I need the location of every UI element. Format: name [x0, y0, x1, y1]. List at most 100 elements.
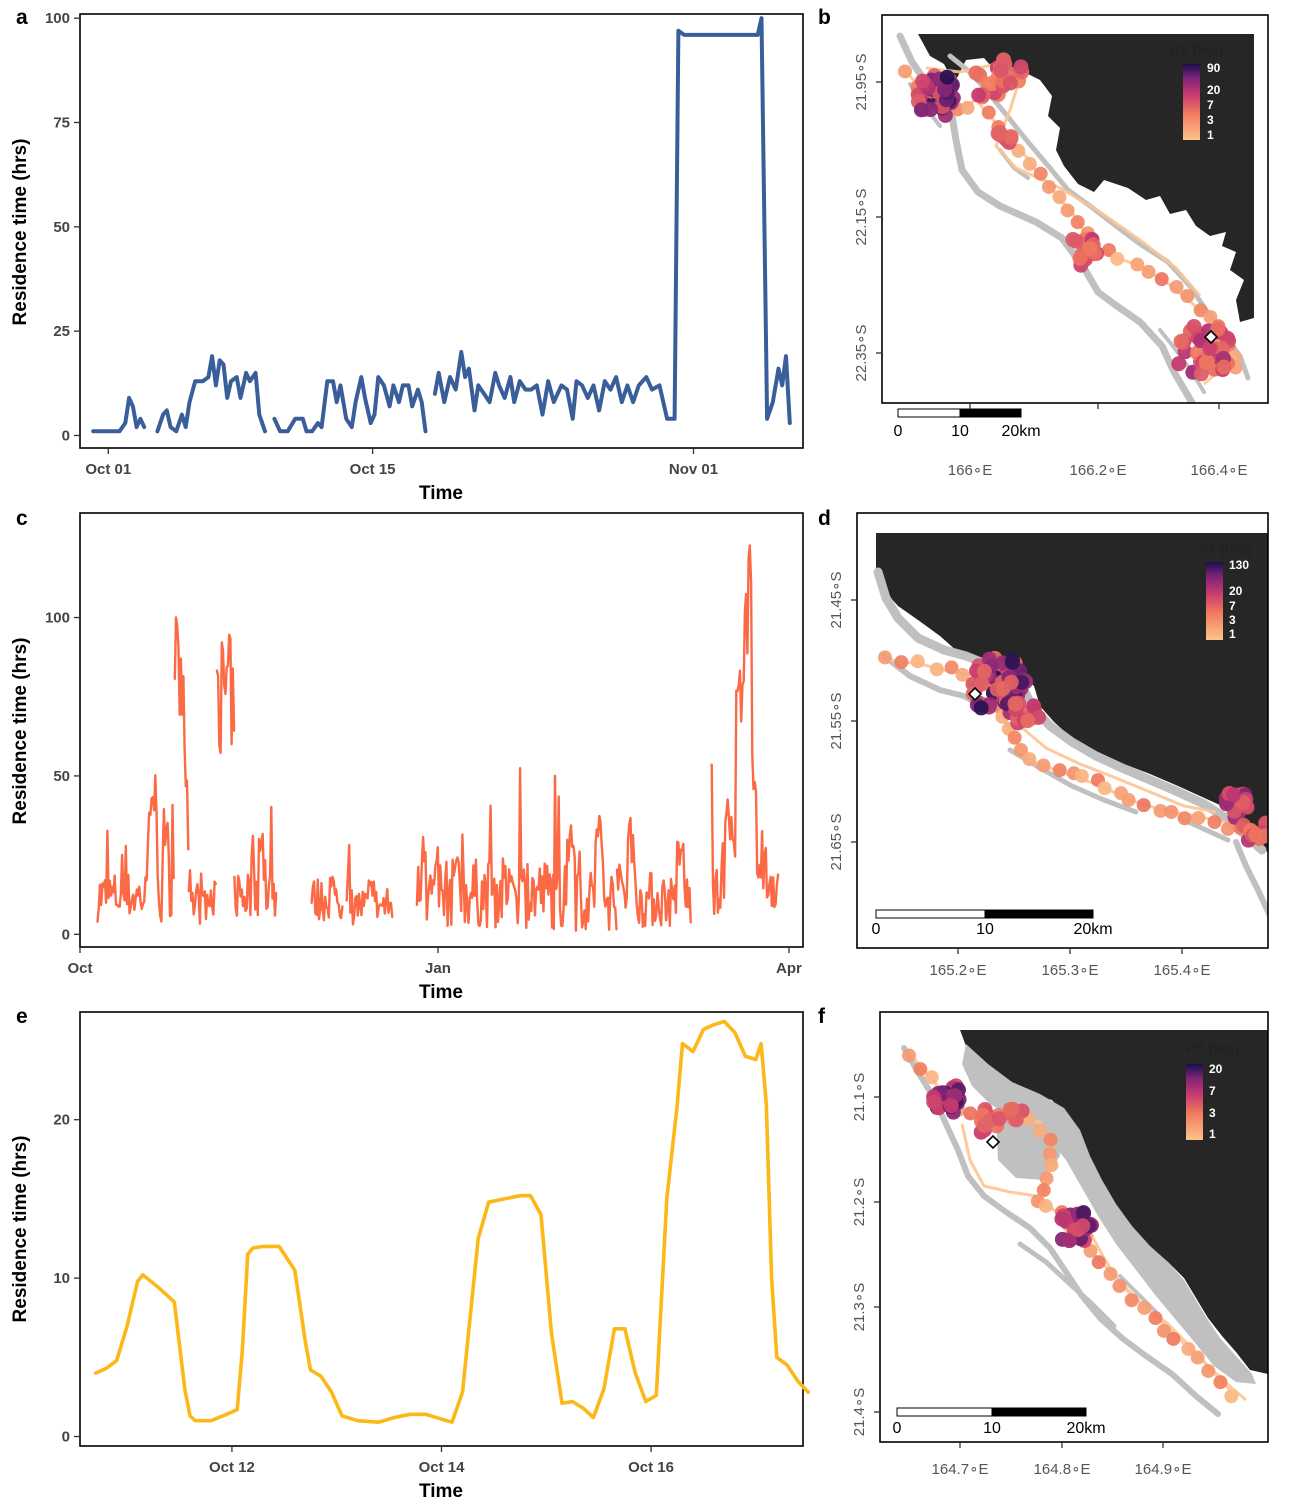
map-b-detection-dot — [1216, 359, 1232, 375]
map-b-detection-dot — [1070, 215, 1085, 230]
map-d-detection-dot — [1207, 815, 1222, 830]
map-d-lon-label: 165.3∘E — [1042, 962, 1099, 979]
map-f-lat-label: 21.4∘S — [851, 1388, 868, 1437]
map-b-land — [918, 34, 1254, 322]
map-f-detection-dot — [1148, 1311, 1163, 1326]
map-b-detection-dot — [981, 105, 996, 120]
map-f-detection-dot — [1044, 1158, 1059, 1173]
map-f-legend-tick: 3 — [1209, 1106, 1216, 1120]
map-b-detection-dot — [960, 100, 975, 115]
map-d-detection-dot — [1097, 781, 1112, 796]
map-f-detection-dot — [926, 1094, 942, 1110]
map-b-legend-tick: 20 — [1207, 83, 1221, 97]
map-f-legend-tick: 7 — [1209, 1084, 1216, 1098]
map-d-scale-label: 20km — [1073, 921, 1112, 938]
panel-label-e: e — [16, 1005, 28, 1028]
x-tick-label: Oct 15 — [350, 461, 396, 478]
map-f-detection-dot — [1061, 1233, 1077, 1249]
map-b-legend-tick: 7 — [1207, 98, 1214, 112]
series-a-line-segment — [155, 354, 267, 434]
series-c-line-segment — [173, 616, 190, 851]
map-b-scale-label: 20km — [1001, 423, 1040, 440]
map-f-detection-dot — [1091, 1255, 1106, 1270]
map-d-scale-label: 10 — [976, 921, 994, 938]
map-f-detection-dot — [1075, 1206, 1091, 1222]
map-b-lon-label: 166∘E — [948, 462, 992, 479]
map-f-lat-label: 21.2∘S — [851, 1178, 868, 1227]
map-b-detection-dot — [1060, 203, 1075, 218]
map-b-detection-dot — [1180, 289, 1195, 304]
map-f-lon-label: 164.7∘E — [932, 1461, 989, 1478]
map-b-detection-dot — [1082, 240, 1098, 256]
map-f-station-marker — [985, 1134, 1001, 1150]
map-b-detection-dot — [968, 65, 984, 81]
map-d-detection-dot — [910, 654, 925, 669]
map-f-detection-dot — [976, 1118, 992, 1134]
map-d-legend-tick: 1 — [1229, 627, 1236, 641]
map-f-detection-dot — [913, 1062, 928, 1077]
map-b-legend-tick: 3 — [1207, 113, 1214, 127]
x-tick-label: Oct 14 — [419, 1459, 466, 1476]
map-f-detection-dot — [1137, 1300, 1152, 1315]
map-d-lon-label: 165.2∘E — [930, 962, 987, 979]
map-b-detection-dot — [1193, 366, 1209, 382]
map-b-legend-tick: 90 — [1207, 61, 1221, 75]
series-c-line-segment — [615, 816, 692, 928]
map-f-detection-dot — [1190, 1350, 1205, 1365]
map-b-detection-dot — [1173, 333, 1189, 349]
panel-label-d: d — [818, 507, 831, 530]
panel-label-f: f — [818, 1005, 826, 1028]
map-b-legend-colorbar — [1183, 64, 1200, 140]
x-tick-label: Oct 16 — [628, 1459, 674, 1476]
map-d-detection-dot — [1121, 792, 1136, 807]
map-b-legend-title: RT (hrs) — [1170, 41, 1224, 57]
map-d-legend-colorbar — [1206, 562, 1223, 640]
map-b-detection-dot — [915, 73, 931, 89]
map-b-detection-dot — [991, 126, 1007, 142]
map-f-legend-title: RT (hrs) — [1186, 1040, 1240, 1056]
map-d-detection-dot — [878, 650, 893, 665]
series-c-line-segment — [552, 774, 618, 932]
y-tick-label: 20 — [53, 1112, 70, 1129]
map-b-lon-label: 166.4∘E — [1191, 462, 1248, 479]
map-f-lat-label: 21.3∘S — [851, 1283, 868, 1332]
map-d-legend-tick: 20 — [1229, 584, 1243, 598]
map-f-scale-label: 10 — [983, 1420, 1001, 1437]
map-d-legend-tick: 3 — [1229, 613, 1236, 627]
map-f-detection-dot — [924, 1070, 939, 1085]
series-a-line-segment — [272, 375, 428, 434]
series-c-line-segment — [233, 805, 278, 917]
map-d-detection-dot — [944, 660, 959, 675]
panel-label-c: c — [16, 507, 28, 530]
map-f-scale-label: 0 — [893, 1420, 902, 1437]
map-b-detection-dot — [1068, 233, 1084, 249]
map-d-detection-dot — [1003, 674, 1019, 690]
x-axis-title-e: Time — [419, 1481, 463, 1502]
y-axis-title-e: Residence time (hrs) — [10, 1136, 31, 1323]
map-b-detection-dot — [971, 87, 987, 103]
map-f-detection-dot — [1213, 1375, 1228, 1390]
map-b-legend: RT (hrs) 90 20 7 3 1 — [1170, 41, 1224, 142]
map-d-detection-dot — [1258, 828, 1268, 844]
series-c-line-segment — [710, 544, 780, 915]
map-b-detection-dot — [1141, 264, 1156, 279]
map-d-scale-bar: 0 10 20km — [872, 909, 1113, 938]
map-b-detection-dot — [1041, 179, 1056, 194]
map-b-scale-bar: 0 10 20km — [894, 408, 1041, 440]
x-tick-label: Apr — [776, 960, 802, 977]
map-d-detection-dot — [1008, 696, 1024, 712]
y-tick-label: 0 — [62, 427, 70, 444]
map-b-detection-dot — [1072, 250, 1088, 266]
series-a-line-segment — [91, 395, 147, 434]
map-f-scale-label: 20km — [1066, 1420, 1105, 1437]
map-d-detection-dot — [955, 667, 970, 682]
map-f-legend: RT (hrs) 20 7 3 1 — [1186, 1040, 1240, 1141]
map-d-detection-dot — [1004, 654, 1020, 670]
map-f-reef-outline — [901, 1045, 1221, 1417]
map-d-detection-dot — [1013, 742, 1028, 757]
chart-e: 0 10 20 Oct 12 Oct 14 Oct 16 Time Residence … — [10, 1011, 810, 1502]
y-tick-label: 50 — [53, 768, 70, 785]
series-c-line-segment — [310, 875, 344, 922]
map-b-detection-dot — [1013, 59, 1029, 75]
x-tick-label: Oct — [67, 960, 92, 977]
